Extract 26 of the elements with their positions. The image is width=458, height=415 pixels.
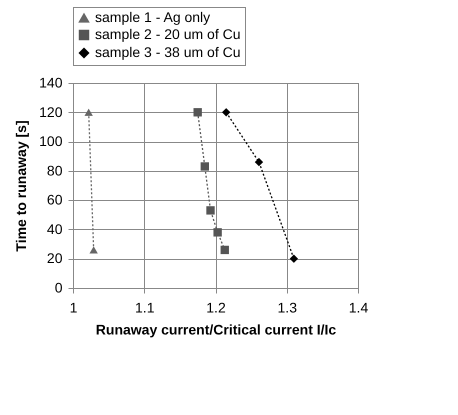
legend-label: sample 2 - 20 um of Cu <box>95 26 241 42</box>
x-tick-label: 1.2 <box>206 300 226 316</box>
y-axis-title: Time to runaway [s] <box>13 120 30 252</box>
point <box>200 162 209 171</box>
point <box>220 246 229 254</box>
legend-label: sample 3 - 38 um of Cu <box>95 44 241 60</box>
y-tick-label: 140 <box>39 74 63 90</box>
point <box>194 108 202 116</box>
x-axis-title: Runaway current/Critical current I/Ic <box>96 322 336 338</box>
y-tick-label: 80 <box>46 162 63 178</box>
y-tick-label: 60 <box>46 192 63 208</box>
x-tick-label: 1.4 <box>348 300 368 316</box>
point <box>222 108 230 116</box>
y-tick-label: 40 <box>46 220 63 237</box>
point <box>254 158 264 166</box>
y-tick-label: 20 <box>46 250 63 266</box>
point <box>290 254 298 263</box>
y-tick-label: 100 <box>39 133 63 150</box>
legend-label: sample 1 - Ag only <box>95 9 210 25</box>
point <box>206 206 215 215</box>
x-tick-label: 1.3 <box>278 300 298 316</box>
x-tick-label: 1 <box>70 300 78 316</box>
y-tick-label: 120 <box>39 104 63 120</box>
y-tick-label: 0 <box>54 280 63 296</box>
x-tick-label: 1.1 <box>135 300 155 316</box>
point <box>213 228 222 237</box>
